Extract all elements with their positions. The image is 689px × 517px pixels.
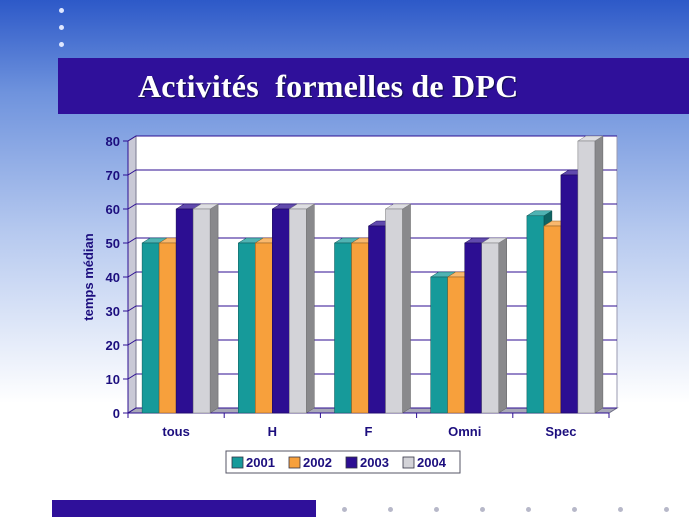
bar-2001-Omni bbox=[430, 276, 448, 414]
bar-2002-Spec bbox=[543, 225, 562, 414]
gridline bbox=[127, 203, 617, 210]
x-tick-label: Spec bbox=[545, 424, 576, 439]
dot bbox=[59, 25, 64, 30]
bar-2004-tous bbox=[192, 208, 211, 414]
bar-2001-H bbox=[238, 242, 256, 414]
y-tick-label: 0 bbox=[113, 406, 120, 421]
dot bbox=[342, 507, 347, 512]
bar-side-2004-Omni bbox=[498, 237, 507, 414]
bar-2002-F bbox=[351, 242, 369, 414]
bar-2003-H bbox=[272, 208, 290, 414]
gridline bbox=[127, 135, 617, 142]
legend-box bbox=[225, 450, 461, 474]
y-tick-label: 40 bbox=[106, 270, 120, 285]
gridline bbox=[127, 169, 617, 176]
dot bbox=[664, 507, 669, 512]
bar-side-2004-tous bbox=[209, 203, 219, 414]
legend-swatch-2004 bbox=[402, 456, 415, 469]
bar-2003-F bbox=[368, 225, 386, 414]
bar-2004-Spec bbox=[577, 140, 596, 414]
y-tick-label: 80 bbox=[106, 134, 120, 149]
bar-side-2004-Spec bbox=[594, 135, 604, 414]
y-tick-label: 50 bbox=[106, 236, 120, 251]
bar-side-2004-H bbox=[306, 203, 315, 414]
y-tick-label: 20 bbox=[106, 338, 120, 353]
legend-label-2003: 2003 bbox=[360, 455, 389, 470]
legend-label-2001: 2001 bbox=[246, 455, 275, 470]
y-tick-label: 70 bbox=[106, 168, 120, 183]
bar-2003-tous bbox=[175, 208, 194, 414]
slide-title: Activités formelles de DPC bbox=[138, 68, 519, 104]
dot bbox=[388, 507, 393, 512]
bottom-accent-bar bbox=[52, 500, 316, 517]
dot bbox=[59, 8, 64, 13]
bar-2004-H bbox=[289, 208, 307, 414]
legend-swatch-2001 bbox=[231, 456, 244, 469]
decorative-dots-top bbox=[59, 8, 69, 52]
bar-2002-Omni bbox=[447, 276, 465, 414]
title-band bbox=[58, 58, 689, 114]
legend-label-2002: 2002 bbox=[303, 455, 332, 470]
dot bbox=[480, 507, 485, 512]
x-tick-label: Omni bbox=[448, 424, 481, 439]
x-tick-label: tous bbox=[162, 424, 189, 439]
bar-2003-Omni bbox=[464, 242, 482, 414]
bar-side-2004-F bbox=[402, 203, 411, 414]
bar-2001-Spec bbox=[526, 215, 545, 414]
dot bbox=[434, 507, 439, 512]
decorative-dots-bottom bbox=[342, 507, 689, 513]
x-tick-label: F bbox=[365, 424, 373, 439]
legend-swatch-2002 bbox=[288, 456, 301, 469]
gridline bbox=[127, 237, 617, 244]
y-axis-label: temps médian bbox=[81, 233, 96, 320]
legend-label-2004: 2004 bbox=[417, 455, 447, 470]
bar-2001-F bbox=[334, 242, 352, 414]
bar-2002-tous bbox=[158, 242, 177, 414]
dot bbox=[572, 507, 577, 512]
dot bbox=[526, 507, 531, 512]
bar-2004-Omni bbox=[481, 242, 499, 414]
legend-swatch-2003 bbox=[345, 456, 358, 469]
bar-2003-Spec bbox=[560, 174, 579, 414]
y-tick-label: 30 bbox=[106, 304, 120, 319]
dot bbox=[59, 42, 64, 47]
bar-2001-tous bbox=[141, 242, 160, 414]
dot bbox=[618, 507, 623, 512]
y-tick-label: 10 bbox=[106, 372, 120, 387]
y-tick-label: 60 bbox=[106, 202, 120, 217]
bar-2002-H bbox=[255, 242, 273, 414]
x-tick-label: H bbox=[268, 424, 277, 439]
bar-2004-F bbox=[385, 208, 403, 414]
